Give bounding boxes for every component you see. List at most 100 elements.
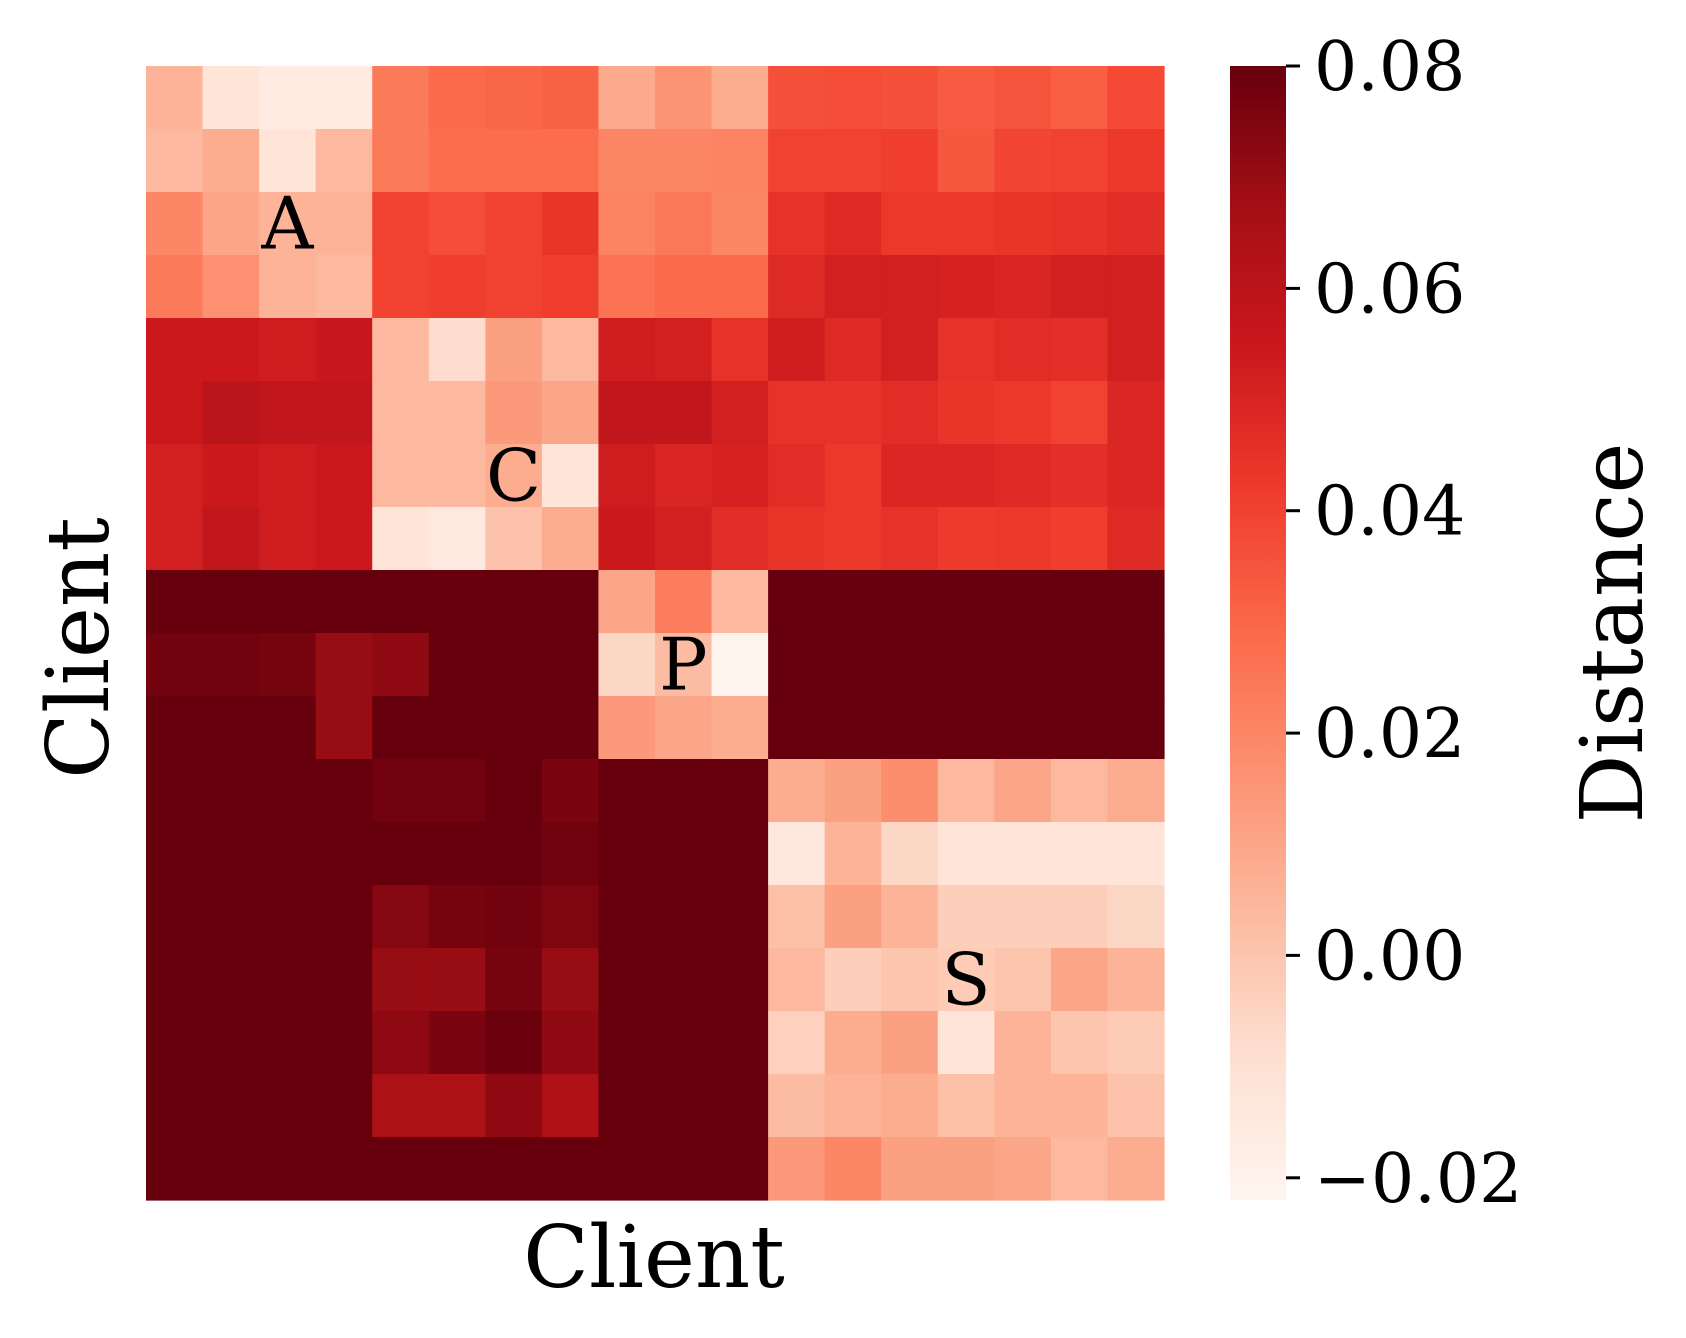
heatmap-cell	[485, 759, 543, 823]
heatmap-cell	[994, 948, 1052, 1012]
heatmap-cell	[202, 129, 260, 193]
heatmap-cell	[881, 885, 939, 949]
heatmap-cell	[485, 696, 543, 760]
block-label: P	[659, 623, 707, 707]
heatmap-cell	[315, 66, 373, 130]
heatmap-cell	[655, 192, 713, 256]
heatmap-cell	[994, 255, 1052, 319]
heatmap-cell	[881, 129, 939, 193]
heatmap-cell	[202, 192, 260, 256]
heatmap-cell	[428, 633, 486, 697]
heatmap-cell	[315, 822, 373, 886]
heatmap-cell	[824, 759, 882, 823]
heatmap-cell	[1050, 507, 1109, 571]
heatmap-cell	[598, 1074, 656, 1138]
heatmap-cell	[1050, 633, 1109, 697]
heatmap-cell	[259, 822, 317, 886]
heatmap-cell	[1107, 255, 1165, 319]
heatmap-cell	[315, 129, 373, 193]
heatmap-cell	[146, 255, 204, 319]
heatmap-cell	[541, 318, 600, 382]
heatmap-cell	[315, 255, 373, 319]
block-label: C	[486, 434, 541, 518]
heatmap-cell	[994, 192, 1052, 256]
heatmap-cell	[768, 507, 826, 571]
heatmap-cell	[768, 822, 826, 886]
heatmap-cell	[259, 129, 317, 193]
heatmap-cell	[768, 318, 826, 382]
heatmap-cell	[1050, 192, 1109, 256]
heatmap-cell	[937, 1011, 995, 1075]
heatmap-cell	[541, 129, 600, 193]
heatmap-cell	[259, 444, 317, 508]
heatmap-cell	[937, 129, 995, 193]
heatmap-cell	[372, 192, 430, 256]
heatmap-cell	[259, 696, 317, 760]
heatmap-cell	[711, 885, 769, 949]
heatmap-cell	[881, 696, 939, 760]
heatmap-cell	[937, 381, 995, 445]
heatmap-cell	[881, 1011, 939, 1075]
heatmap-cell	[881, 759, 939, 823]
heatmap-cell	[372, 507, 430, 571]
heatmap-cell	[881, 1074, 939, 1138]
heatmap-cell	[994, 129, 1052, 193]
heatmap-cell	[598, 633, 656, 697]
heatmap-cell	[541, 381, 600, 445]
heatmap-cell	[768, 66, 826, 130]
heatmap-cell	[541, 948, 600, 1012]
heatmap-cell	[372, 1137, 430, 1201]
heatmap-cell	[1050, 570, 1109, 634]
heatmap-cell	[259, 381, 317, 445]
heatmap-cell	[881, 633, 939, 697]
heatmap-cell	[372, 129, 430, 193]
heatmap-cell	[372, 570, 430, 634]
heatmap-cell	[146, 948, 204, 1012]
heatmap-cell	[202, 1074, 260, 1138]
heatmap-cell	[824, 1137, 882, 1201]
heatmap-cell	[259, 948, 317, 1012]
heatmap-cell	[768, 759, 826, 823]
heatmap-cell	[824, 444, 882, 508]
heatmap-cell	[598, 192, 656, 256]
heatmap-cell	[259, 1011, 317, 1075]
heatmap-cell	[994, 822, 1052, 886]
heatmap-cell	[146, 129, 204, 193]
heatmap-cell	[768, 1137, 826, 1201]
heatmap-cell	[541, 1074, 600, 1138]
heatmap-cell	[202, 633, 260, 697]
heatmap-cell	[881, 66, 939, 130]
heatmap-cell	[315, 1011, 373, 1075]
heatmap-cell	[655, 507, 713, 571]
heatmap-cell	[541, 1011, 600, 1075]
heatmap-cell	[768, 381, 826, 445]
heatmap-cell	[146, 1137, 204, 1201]
heatmap-cell	[655, 948, 713, 1012]
heatmap-cell	[768, 570, 826, 634]
heatmap-cell	[202, 444, 260, 508]
heatmap-cell	[824, 381, 882, 445]
heatmap-cell	[202, 255, 260, 319]
heatmap-cell	[1050, 822, 1109, 886]
heatmap-cell	[146, 570, 204, 634]
heatmap-cell	[146, 318, 204, 382]
heatmap-cell	[202, 822, 260, 886]
heatmap-cell	[824, 1011, 882, 1075]
heatmap-cell	[824, 192, 882, 256]
heatmap-cell	[146, 1011, 204, 1075]
heatmap-cell	[994, 318, 1052, 382]
heatmap-cell	[994, 696, 1052, 760]
heatmap-cells	[146, 66, 1165, 1201]
heatmap-cell	[881, 255, 939, 319]
heatmap-cell	[598, 507, 656, 571]
heatmap-cell	[711, 822, 769, 886]
heatmap-cell	[1050, 1137, 1109, 1201]
heatmap-cell	[768, 948, 826, 1012]
heatmap-cell	[881, 1137, 939, 1201]
heatmap-cell	[146, 696, 204, 760]
heatmap-cell	[824, 822, 882, 886]
heatmap-cell	[146, 66, 204, 130]
heatmap-cell	[655, 822, 713, 886]
heatmap-cell	[485, 570, 543, 634]
